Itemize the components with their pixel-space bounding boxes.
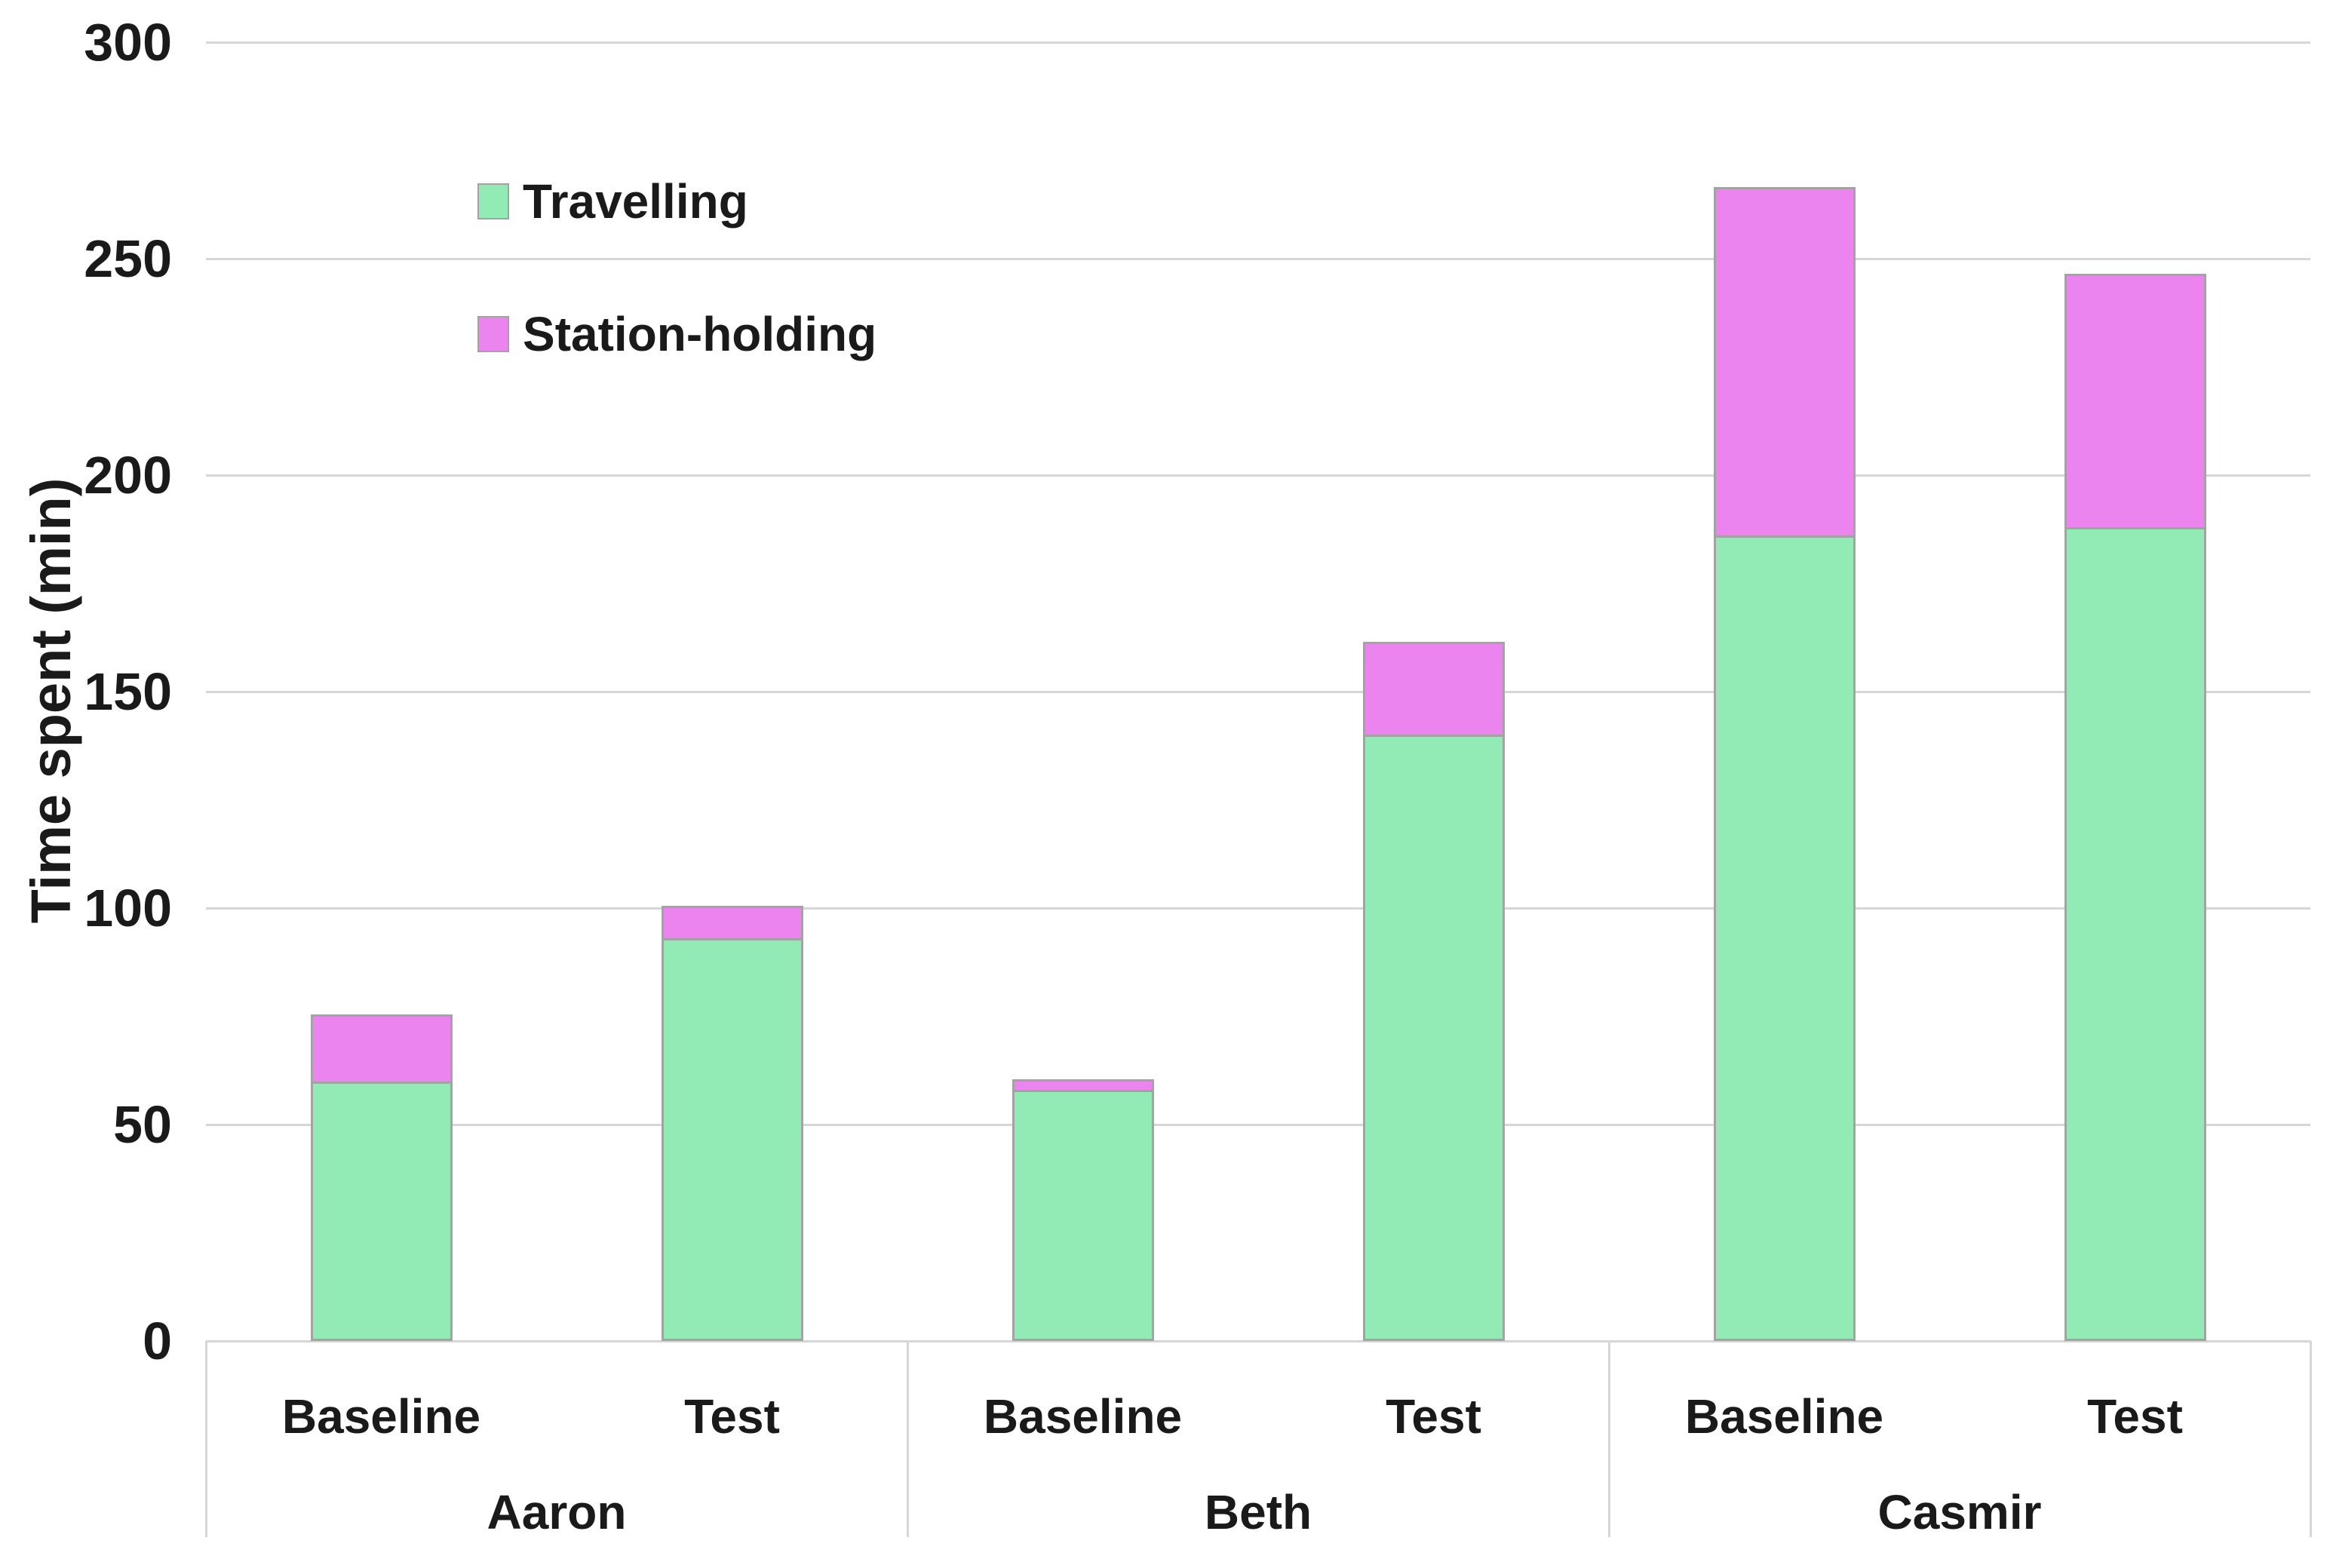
- legend-label-station-holding: Station-holding: [523, 307, 877, 361]
- gridline-200: [206, 474, 2310, 477]
- bar-travelling-casmir-baseline: [1713, 535, 1856, 1341]
- bar-travelling-casmir-test: [2064, 526, 2206, 1341]
- bar-station-holding-aaron-baseline: [310, 1014, 453, 1084]
- y-tick-label-0: 0: [143, 1312, 172, 1370]
- y-tick-label-250: 250: [84, 229, 172, 288]
- x-category-label-test-2: Test: [2087, 1389, 2183, 1444]
- bar-station-holding-casmir-test: [2064, 274, 2206, 529]
- bar-travelling-beth-test: [1362, 735, 1505, 1341]
- group-separator-2: [1607, 1341, 1610, 1537]
- bar-station-holding-beth-test: [1362, 642, 1505, 738]
- y-tick-label-300: 300: [84, 13, 172, 72]
- x-category-label-test-1: Test: [1386, 1389, 1481, 1444]
- bar-travelling-aaron-test: [661, 938, 803, 1341]
- group-separator-3: [2309, 1341, 2312, 1537]
- bar-travelling-beth-baseline: [1011, 1090, 1154, 1341]
- y-tick-label-50: 50: [113, 1095, 172, 1154]
- bar-travelling-aaron-baseline: [310, 1081, 453, 1341]
- x-group-label-beth: Beth: [1204, 1485, 1312, 1539]
- bar-station-holding-beth-baseline: [1011, 1079, 1154, 1093]
- gridline-50: [206, 1123, 2310, 1126]
- legend-item-station-holding: Station-holding: [477, 307, 876, 361]
- y-tick-label-100: 100: [84, 879, 172, 937]
- x-category-label-test-0: Test: [684, 1389, 780, 1444]
- gridline-150: [206, 690, 2310, 693]
- x-axis-baseline: [206, 1339, 2310, 1342]
- bar-station-holding-casmir-baseline: [1713, 187, 1856, 539]
- station-holding-swatch-icon: [477, 316, 509, 352]
- bar-station-holding-aaron-test: [661, 906, 803, 941]
- x-group-label-aaron: Aaron: [487, 1485, 627, 1539]
- x-category-label-baseline-0: Baseline: [281, 1389, 481, 1444]
- group-separator-1: [906, 1341, 909, 1537]
- legend-item-travelling: Travelling: [477, 174, 748, 229]
- y-tick-label-200: 200: [84, 446, 172, 505]
- x-category-label-baseline-1: Baseline: [983, 1389, 1183, 1444]
- x-category-label-baseline-2: Baseline: [1684, 1389, 1884, 1444]
- legend-label-travelling: Travelling: [523, 174, 748, 229]
- x-group-label-casmir: Casmir: [1877, 1485, 2042, 1539]
- gridline-300: [206, 41, 2310, 44]
- group-separator-0: [204, 1341, 207, 1537]
- travelling-swatch-icon: [477, 183, 509, 219]
- gridline-100: [206, 907, 2310, 910]
- y-tick-label-150: 150: [84, 662, 172, 721]
- gridline-250: [206, 257, 2310, 260]
